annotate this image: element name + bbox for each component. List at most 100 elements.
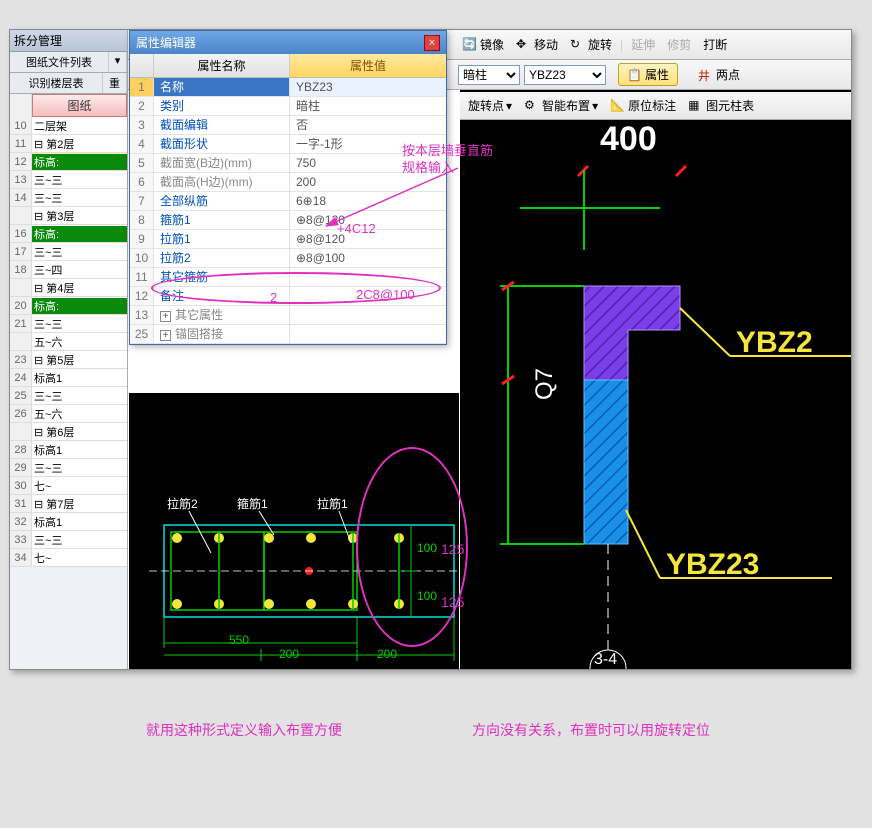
mark-icon: 📐 (610, 98, 626, 114)
row-index: 1 (130, 78, 154, 96)
left-panel: 拆分管理 图纸文件列表 ▾ 识别楼层表 重 图纸 10 二层架11⊟ 第2层12… (10, 30, 128, 669)
property-button[interactable]: 📋属性 (618, 63, 678, 86)
row-num: 33 (10, 531, 32, 548)
prop-value[interactable]: 200 (290, 173, 446, 191)
row-num: 17 (10, 243, 32, 260)
tree-row[interactable]: 29 三~三 (10, 459, 127, 477)
break-button[interactable]: 打断 (699, 34, 731, 55)
tree-row[interactable]: 30 七~ (10, 477, 127, 495)
property-row[interactable]: 2类别暗柱 (130, 97, 446, 116)
property-editor-titlebar[interactable]: 属性编辑器 × (130, 31, 446, 54)
property-label: 属性 (645, 66, 669, 83)
row-index: 25 (130, 325, 154, 343)
move-button[interactable]: ✥移动 (512, 34, 562, 55)
tree-row[interactable]: 18 三~四 (10, 261, 127, 279)
prop-name: 类别 (154, 97, 290, 115)
tree-row[interactable]: 14 三~三 (10, 189, 127, 207)
tab-floor[interactable]: 识别楼层表 (10, 73, 103, 93)
row-label: 标高: (32, 154, 127, 170)
row-label: 标高1 (32, 442, 127, 458)
property-row[interactable]: 8箍筋1⊕8@120 (130, 211, 446, 230)
prop-value[interactable]: 6⊕18 (290, 192, 446, 210)
prop-value[interactable]: ⊕8@100 (290, 249, 446, 267)
expand-icon[interactable]: + (160, 330, 171, 341)
tree-row[interactable]: 17 三~三 (10, 243, 127, 261)
orig-mark-button[interactable]: 📐原位标注 (606, 95, 680, 116)
prop-value[interactable] (290, 268, 446, 286)
prop-name: 其它箍筋 (154, 268, 290, 286)
tab-drawings[interactable]: 图纸文件列表 (10, 52, 109, 72)
row-index: 5 (130, 154, 154, 172)
tree-row[interactable]: ⊟ 第4层 (10, 279, 127, 297)
tree-row[interactable]: 16 标高: (10, 225, 127, 243)
tree-row[interactable]: 11⊟ 第2层 (10, 135, 127, 153)
property-row[interactable]: 4截面形状一字-1形 (130, 135, 446, 154)
extend-button[interactable]: 延伸 (627, 34, 659, 55)
property-row[interactable]: 10拉筋2⊕8@100 (130, 249, 446, 268)
tree-row[interactable]: 21 三~三 (10, 315, 127, 333)
tree-row[interactable]: 12 标高: (10, 153, 127, 171)
tree-row[interactable]: 32 标高1 (10, 513, 127, 531)
rotate-point-button[interactable]: 旋转点 ▾ (464, 95, 516, 116)
tree-row[interactable]: 24 标高1 (10, 369, 127, 387)
property-row[interactable]: 11其它箍筋 (130, 268, 446, 287)
tree-row[interactable]: 10 二层架 (10, 117, 127, 135)
row-label: 标高: (32, 298, 127, 314)
dim-100b: 100 (417, 589, 437, 603)
tree-row[interactable]: 20 标高: (10, 297, 127, 315)
property-row[interactable]: 25+锚固搭接 (130, 325, 446, 344)
mirror-button[interactable]: 🔄镜像 (458, 34, 508, 55)
property-row[interactable]: 3截面编辑否 (130, 116, 446, 135)
row-label: 标高1 (32, 370, 127, 386)
prop-value[interactable]: 暗柱 (290, 97, 446, 115)
property-row[interactable]: 7全部纵筋6⊕18 (130, 192, 446, 211)
smart-layout-button[interactable]: ⚙智能布置 ▾ (520, 95, 602, 116)
property-row[interactable]: 1名称YBZ23 (130, 78, 446, 97)
two-point-button[interactable]: 井两点 (694, 64, 744, 85)
tree-row[interactable]: 28 标高1 (10, 441, 127, 459)
property-editor: 属性编辑器 × 属性名称 属性值 1名称YBZ232类别暗柱3截面编辑否4截面形… (129, 30, 447, 345)
property-row[interactable]: 12备注 (130, 287, 446, 306)
dim-200b: 200 (377, 647, 397, 661)
prop-value[interactable]: 一字-1形 (290, 135, 446, 153)
tree-row[interactable]: ⊟ 第6层 (10, 423, 127, 441)
prop-value[interactable] (290, 325, 446, 343)
type-select[interactable]: 暗柱 (458, 65, 520, 85)
property-row[interactable]: 13+其它属性 (130, 306, 446, 325)
property-row[interactable]: 6截面高(H边)(mm)200 (130, 173, 446, 192)
prop-value[interactable]: YBZ23 (290, 78, 446, 96)
row-label: 三~三 (32, 244, 127, 260)
tree-row[interactable]: 34 七~ (10, 549, 127, 567)
property-row[interactable]: 9拉筋1⊕8@120 (130, 230, 446, 249)
trim-button[interactable]: 修剪 (663, 34, 695, 55)
tree-row[interactable]: 五~六 (10, 333, 127, 351)
prop-name: 截面形状 (154, 135, 290, 153)
tab-redo[interactable]: 重 (103, 73, 127, 93)
tab-dropdown[interactable]: ▾ (109, 52, 127, 72)
move-label: 移动 (534, 36, 558, 53)
prop-value[interactable]: ⊕8@120 (290, 211, 446, 229)
tree-rows: 10 二层架11⊟ 第2层12 标高:13 三~三14 三~三⊟ 第3层16 标… (10, 117, 127, 567)
prop-value[interactable]: ⊕8@120 (290, 230, 446, 248)
property-row[interactable]: 5截面宽(B边)(mm)750 (130, 154, 446, 173)
prop-value[interactable] (290, 306, 446, 324)
prop-value[interactable]: 750 (290, 154, 446, 172)
tree-row[interactable]: 25 三~三 (10, 387, 127, 405)
tree-row[interactable]: 13 三~三 (10, 171, 127, 189)
elem-table-button[interactable]: ▦图元柱表 (684, 95, 758, 116)
property-body[interactable]: 1名称YBZ232类别暗柱3截面编辑否4截面形状一字-1形5截面宽(B边)(mm… (130, 78, 446, 344)
tree-row[interactable]: ⊟ 第3层 (10, 207, 127, 225)
tree-row[interactable]: 23⊟ 第5层 (10, 351, 127, 369)
close-icon[interactable]: × (424, 35, 440, 51)
prop-value[interactable] (290, 287, 446, 305)
expand-icon[interactable]: + (160, 311, 171, 322)
dim-100a: 100 (417, 541, 437, 555)
prop-name: 箍筋1 (154, 211, 290, 229)
rotate-button[interactable]: ↻旋转 (566, 34, 616, 55)
tree-row[interactable]: 33 三~三 (10, 531, 127, 549)
tree-row[interactable]: 26 五~六 (10, 405, 127, 423)
prop-value[interactable]: 否 (290, 116, 446, 134)
element-select[interactable]: YBZ23 (524, 65, 606, 85)
tree-row[interactable]: 31⊟ 第7层 (10, 495, 127, 513)
col-name: 属性名称 (154, 54, 290, 77)
